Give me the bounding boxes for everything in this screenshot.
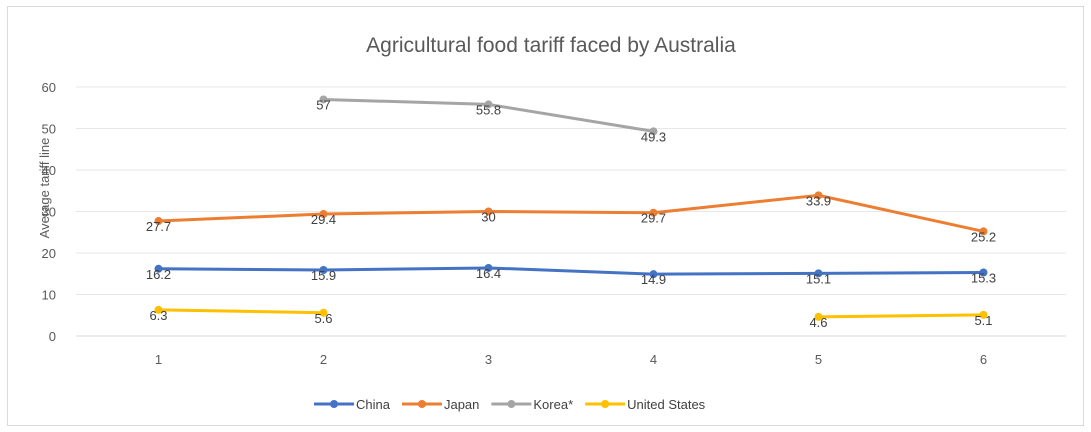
x-tick-label: 5: [815, 352, 822, 367]
legend-label-united-states: United States: [627, 397, 706, 412]
legend-marker-china: [330, 400, 338, 408]
data-point-china: [319, 266, 328, 275]
data-label-japan: 29.7: [641, 211, 666, 226]
data-label-united-states: 5.6: [314, 311, 332, 326]
data-point-korea: [649, 127, 658, 136]
data-point-japan: [484, 207, 493, 216]
x-tick-label: 6: [980, 352, 987, 367]
legend-label-japan: Japan: [444, 397, 479, 412]
gridlines: [76, 86, 1066, 337]
data-point-japan: [979, 227, 988, 236]
line-chart: Agricultural food tariff faced by Austra…: [37, 34, 1066, 412]
data-label-korea: 57: [316, 97, 330, 112]
data-point-united-states: [979, 310, 988, 319]
y-tick-label: 20: [42, 246, 56, 261]
y-tick-label: 60: [42, 80, 56, 95]
series-lines: [154, 95, 988, 321]
data-label-china: 16.4: [476, 266, 501, 281]
data-point-united-states: [319, 308, 328, 317]
y-axis: 0 10 20 30 40 50 60: [42, 80, 56, 344]
x-axis: 1 2 3 4 5 6: [155, 352, 987, 367]
data-label-japan: 25.2: [971, 229, 996, 244]
data-point-japan: [649, 208, 658, 217]
data-label-china: 15.1: [806, 271, 831, 286]
data-point-china: [154, 264, 163, 273]
data-label-korea: 55.8: [476, 102, 501, 117]
legend-label-korea: Korea*: [533, 397, 573, 412]
data-point-china: [979, 268, 988, 277]
y-tick-label: 10: [42, 288, 56, 303]
data-point-china: [649, 270, 658, 279]
data-point-united-states: [154, 305, 163, 314]
data-label-china: 15.9: [311, 268, 336, 283]
data-point-japan: [814, 191, 823, 200]
series-line-china: [157, 266, 985, 276]
legend: China Japan Korea* United States: [314, 397, 706, 412]
x-tick-label: 3: [485, 352, 492, 367]
chart-title: Agricultural food tariff faced by Austra…: [366, 34, 736, 57]
data-label-china: 14.9: [641, 272, 666, 287]
data-label-china: 15.3: [971, 271, 996, 286]
x-tick-label: 2: [320, 352, 327, 367]
x-tick-label: 4: [650, 352, 657, 367]
data-point-china: [814, 269, 823, 278]
y-tick-label: 50: [42, 122, 56, 137]
data-label-japan: 33.9: [806, 193, 831, 208]
data-point-japan: [154, 217, 163, 226]
data-label-united-states: 5.1: [974, 313, 992, 328]
data-labels: 16.2 15.9 16.4 14.9 15.1 15.3 27.7 29.4 30 29.7 33…: [146, 97, 996, 329]
y-tick-label: 0: [49, 329, 56, 344]
x-tick-label: 1: [155, 352, 162, 367]
data-point-china: [484, 263, 493, 272]
series-line-japan: [157, 193, 985, 233]
data-label-united-states: 4.6: [809, 315, 827, 330]
series-line-united-states: [817, 313, 985, 319]
data-label-japan: 30: [481, 210, 495, 225]
y-axis-title: Average tariff line: [37, 138, 52, 239]
data-point-korea: [319, 95, 328, 104]
data-point-united-states: [814, 312, 823, 321]
y-tick-label: 40: [42, 163, 56, 178]
series-line-united-states: [157, 308, 325, 315]
data-label-japan: 27.7: [146, 219, 171, 234]
data-label-japan: 29.4: [311, 212, 336, 227]
legend-marker-korea: [507, 400, 516, 408]
chart-area: Agricultural food tariff faced by Austra…: [7, 6, 1084, 426]
data-label-united-states: 6.3: [149, 308, 167, 323]
data-point-korea: [484, 100, 493, 109]
legend-label-china: China: [356, 397, 391, 412]
data-label-korea: 49.3: [641, 129, 666, 144]
data-label-china: 16.2: [146, 267, 171, 282]
legend-marker-united-states: [601, 400, 610, 408]
data-point-japan: [319, 209, 328, 218]
legend-marker-japan: [417, 400, 426, 408]
y-tick-label: 30: [42, 205, 56, 220]
